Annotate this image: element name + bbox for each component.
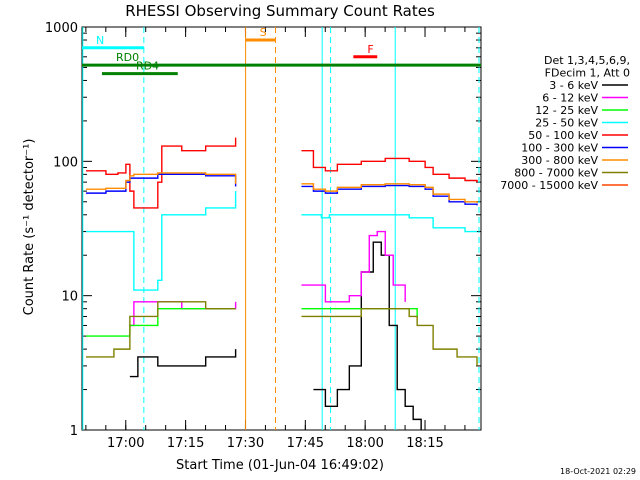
series-line bbox=[301, 230, 406, 303]
series-line bbox=[301, 183, 478, 203]
y-axis-label: Count Rate (s⁻¹ detector⁻¹) bbox=[22, 139, 37, 316]
legend-entry-label: 800 - 7000 keV bbox=[514, 167, 598, 180]
series-line bbox=[313, 241, 422, 430]
x-tick-label: 17:15 bbox=[167, 436, 204, 451]
y-tick-label: 1000 bbox=[45, 21, 78, 36]
legend-entry-label: 3 - 6 keV bbox=[549, 79, 598, 92]
series-line bbox=[85, 307, 236, 337]
annotation-label: RD4 bbox=[136, 60, 159, 73]
series-line bbox=[301, 307, 478, 366]
x-tick-label: 18:00 bbox=[346, 436, 383, 451]
x-tick-label: 17:45 bbox=[287, 436, 324, 451]
legend: Det 1,3,4,5,6,9,FDecim 1, Att 03 - 6 keV… bbox=[500, 54, 630, 192]
y-tick-label: 10 bbox=[61, 290, 78, 305]
timestamp: 18-Oct-2021 02:29 bbox=[560, 467, 636, 476]
legend-entry-label: 12 - 25 keV bbox=[535, 104, 598, 117]
series-line bbox=[301, 214, 478, 233]
series-line bbox=[129, 349, 237, 378]
series-line bbox=[301, 307, 418, 317]
plot-frame bbox=[81, 26, 482, 431]
annotation-label: S bbox=[260, 26, 267, 39]
x-axis-label: Start Time (01-Jun-04 16:49:02) bbox=[176, 458, 384, 473]
series-line bbox=[301, 149, 478, 183]
annotation-label: F bbox=[367, 43, 373, 56]
legend-entry-label: 300 - 800 keV bbox=[521, 154, 598, 167]
series-line bbox=[85, 137, 237, 209]
legend-entry-label: 25 - 50 keV bbox=[535, 117, 598, 130]
series-line bbox=[85, 172, 237, 190]
legend-entry-label: 100 - 300 keV bbox=[521, 142, 598, 155]
legend-entry-label: 6 - 12 keV bbox=[542, 92, 598, 105]
series-line bbox=[85, 301, 236, 358]
legend-entry-label: 50 - 100 keV bbox=[528, 129, 598, 142]
y-tick-label: 1 bbox=[70, 424, 78, 439]
series-line bbox=[85, 173, 237, 194]
legend-header: FDecim 1, Att 0 bbox=[545, 67, 630, 80]
y-tick-label: 100 bbox=[53, 155, 78, 170]
legend-header: Det 1,3,4,5,6,9, bbox=[544, 54, 630, 67]
x-tick-label: 17:00 bbox=[107, 436, 144, 451]
series-line bbox=[85, 191, 237, 291]
series-line bbox=[129, 301, 237, 327]
legend-entry-label: 7000 - 15000 keV bbox=[500, 179, 598, 192]
series-line bbox=[301, 184, 478, 206]
annotation-label: N bbox=[96, 34, 104, 47]
chart-title: RHESSI Observing Summary Count Rates bbox=[125, 2, 435, 20]
annotation-label: RD0 bbox=[116, 51, 139, 64]
x-tick-label: 17:30 bbox=[227, 436, 264, 451]
x-tick-label: 18:15 bbox=[406, 436, 443, 451]
plot-area: 1 10 100 1000 17:00 17:15 17:30 17:45 18:00 18:15… bbox=[45, 21, 482, 451]
